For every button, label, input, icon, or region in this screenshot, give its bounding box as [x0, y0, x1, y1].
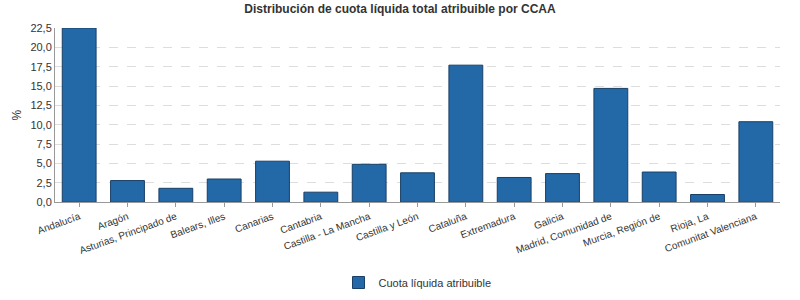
svg-text:0,0: 0,0: [37, 196, 52, 208]
svg-text:Distribución de cuota líquida: Distribución de cuota líquida total atri…: [244, 2, 556, 16]
svg-text:Canarias: Canarias: [234, 210, 275, 234]
svg-text:20,0: 20,0: [30, 41, 51, 53]
svg-text:Cuota líquida atribuible: Cuota líquida atribuible: [379, 277, 492, 289]
svg-text:Castilla - La Mancha: Castilla - La Mancha: [282, 210, 372, 252]
svg-text:Cantabria: Cantabria: [279, 210, 324, 235]
svg-text:7,5: 7,5: [37, 138, 52, 150]
svg-text:%: %: [10, 109, 24, 120]
svg-text:Asturias, Principado de: Asturias, Principado de: [78, 210, 179, 256]
svg-text:22,5: 22,5: [30, 22, 51, 34]
svg-text:2,5: 2,5: [37, 177, 52, 189]
svg-text:Aragón: Aragón: [96, 210, 130, 231]
svg-text:Madrid, Comunidad de: Madrid, Comunidad de: [514, 210, 613, 255]
svg-text:Rioja, La: Rioja, La: [669, 210, 710, 234]
svg-text:Castilla y León: Castilla y León: [354, 210, 419, 243]
svg-text:12,5: 12,5: [30, 99, 51, 111]
svg-text:Extremadura: Extremadura: [459, 210, 517, 240]
svg-text:17,5: 17,5: [30, 61, 51, 73]
svg-text:Balears, Illes: Balears, Illes: [169, 210, 227, 240]
svg-text:15,0: 15,0: [30, 80, 51, 92]
svg-text:10,0: 10,0: [30, 119, 51, 131]
svg-text:Comunitat Valenciana: Comunitat Valenciana: [663, 210, 758, 254]
svg-text:Murcia, Región de: Murcia, Región de: [582, 210, 662, 248]
svg-text:Andalucía: Andalucía: [36, 210, 82, 236]
svg-text:Galicia: Galicia: [532, 210, 565, 231]
svg-text:5,0: 5,0: [37, 157, 52, 169]
svg-text:Cataluña: Cataluña: [427, 210, 469, 234]
